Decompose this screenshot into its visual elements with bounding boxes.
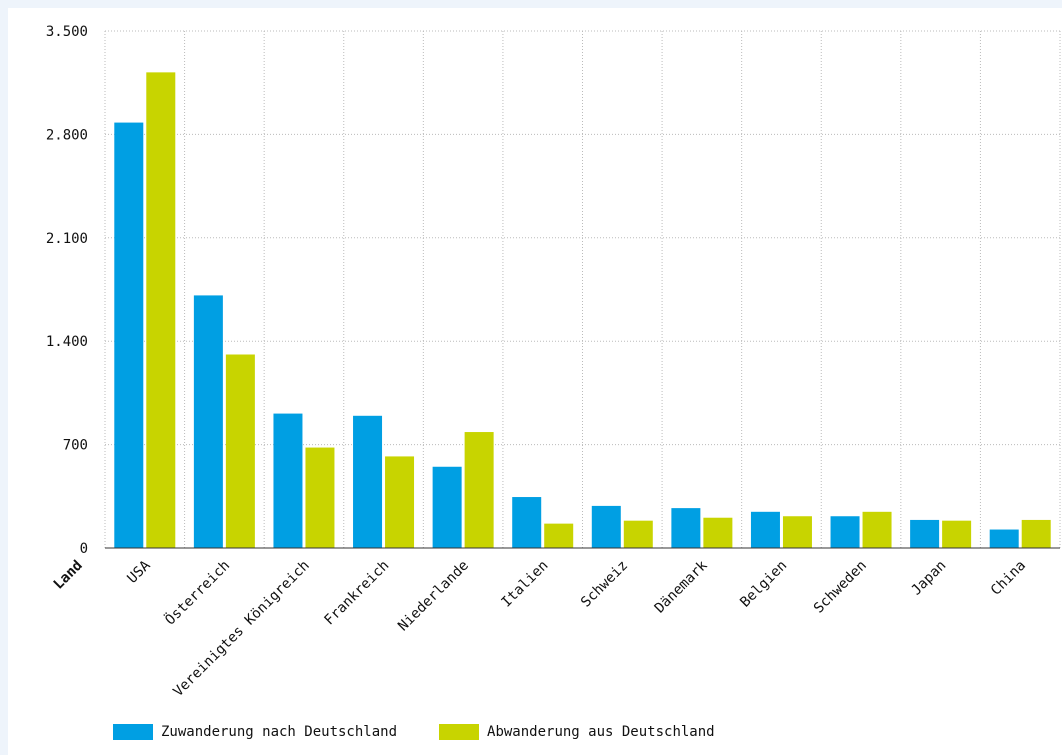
x-tick-label: Frankreich	[321, 558, 392, 629]
legend-swatch-abwanderung	[439, 724, 480, 740]
legend-item-zuwanderung[interactable]: Zuwanderung nach Deutschland	[113, 724, 397, 740]
bar-abwanderung[interactable]	[225, 354, 255, 548]
legend-swatch-zuwanderung	[113, 724, 153, 740]
bar-zuwanderung[interactable]	[114, 122, 144, 548]
bar-abwanderung[interactable]	[623, 520, 653, 548]
legend-label-abwanderung: Abwanderung aus Deutschland	[487, 724, 715, 740]
x-tick-label: Italien	[498, 558, 551, 611]
x-tick-label: USA	[124, 557, 154, 587]
chart: 0 700 1.400 2.100 2.800 3.500 USA ÖsterreichVer…	[46, 24, 1061, 700]
bar-zuwanderung[interactable]	[432, 466, 462, 548]
bar-zuwanderung[interactable]	[671, 508, 701, 548]
x-tick-label: Schweiz	[578, 558, 631, 611]
bar-abwanderung[interactable]	[782, 516, 812, 548]
x-tick-label: Österreich	[161, 556, 233, 628]
chart-card: 0 700 1.400 2.100 2.800 3.500 USA Österreich Ver…	[8, 8, 1062, 755]
y-tick-label: 2.800	[46, 127, 88, 143]
bar-abwanderung[interactable]	[544, 523, 574, 548]
y-tick-label: 3.500	[46, 24, 88, 40]
bar-abwanderung[interactable]	[305, 447, 335, 548]
x-tick-label: Belgien	[737, 558, 790, 611]
y-tick-label: 0	[80, 541, 88, 557]
bar-abwanderung[interactable]	[146, 72, 176, 549]
bar-zuwanderung[interactable]	[591, 505, 621, 548]
bar-abwanderung[interactable]	[942, 520, 972, 548]
x-axis-title: Land	[51, 558, 86, 593]
x-tick-label: Niederlande	[395, 558, 472, 635]
bar-abwanderung[interactable]	[385, 456, 415, 548]
bar-abwanderung[interactable]	[862, 511, 892, 548]
y-tick-label: 1.400	[46, 334, 88, 350]
bar-zuwanderung[interactable]	[910, 519, 940, 548]
legend-item-abwanderung[interactable]: Abwanderung aus Deutschland	[439, 724, 715, 740]
x-tick-label: Japan	[908, 558, 949, 599]
x-tick-label: Dänemark	[652, 557, 711, 616]
bar-zuwanderung[interactable]	[989, 529, 1019, 548]
bar-zuwanderung[interactable]	[512, 497, 542, 548]
bar-abwanderung[interactable]	[1021, 519, 1051, 548]
legend-label-zuwanderung: Zuwanderung nach Deutschland	[161, 724, 398, 740]
x-tick-label: Schweden	[811, 558, 870, 617]
y-tick-label: 700	[63, 438, 88, 454]
bar-abwanderung[interactable]	[464, 432, 494, 548]
bar-zuwanderung[interactable]	[193, 295, 223, 548]
bar-zuwanderung[interactable]	[273, 413, 303, 548]
x-tick-label: China	[988, 558, 1029, 599]
x-tick-label: Vereinigtes Königreich	[170, 558, 312, 700]
bar-zuwanderung[interactable]	[750, 511, 780, 548]
y-tick-label: 2.100	[46, 231, 88, 247]
bar-zuwanderung[interactable]	[830, 516, 860, 548]
bar-abwanderung[interactable]	[703, 517, 733, 548]
legend: Zuwanderung nach Deutschland Abwanderung…	[113, 724, 757, 740]
bar-zuwanderung[interactable]	[353, 415, 383, 548]
